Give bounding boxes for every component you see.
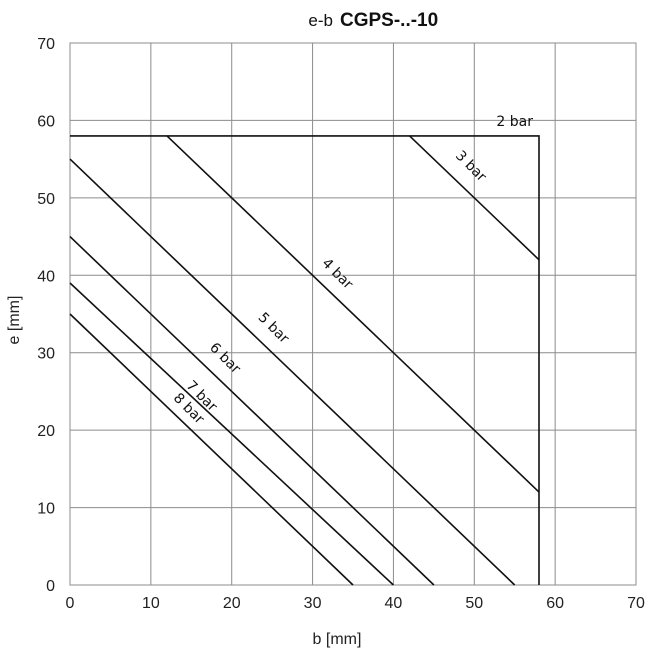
chart-title-prefix: e-b bbox=[308, 11, 333, 30]
x-tick-label: 20 bbox=[223, 595, 241, 612]
y-axis-label: e [mm] bbox=[6, 296, 23, 345]
y-tick-label: 10 bbox=[37, 501, 55, 518]
x-tick-label: 40 bbox=[385, 595, 403, 612]
x-tick-label: 30 bbox=[304, 595, 322, 612]
series-label: 3 bar bbox=[452, 148, 489, 185]
y-tick-label: 30 bbox=[37, 346, 55, 363]
chart-title: CGPS-..-10 bbox=[340, 10, 438, 31]
series-line bbox=[409, 135, 540, 261]
series-label: 2 bar bbox=[496, 114, 533, 130]
x-tick-label: 70 bbox=[627, 595, 645, 612]
x-tick-label: 10 bbox=[142, 595, 160, 612]
series-line bbox=[70, 135, 540, 585]
x-axis-label: b [mm] bbox=[313, 631, 362, 648]
series-line bbox=[69, 282, 394, 586]
series-group bbox=[69, 135, 540, 586]
series-line bbox=[69, 158, 516, 586]
y-tick-label: 70 bbox=[37, 36, 55, 53]
y-tick-label: 40 bbox=[37, 268, 55, 285]
tick-labels: 0 10 20 30 40 50 60 70 0 10 20 30 40 50 60 70 bbox=[37, 36, 645, 612]
series-line bbox=[69, 313, 354, 586]
y-tick-label: 60 bbox=[37, 113, 55, 130]
x-tick-label: 0 bbox=[66, 595, 75, 612]
x-tick-label: 60 bbox=[546, 595, 564, 612]
y-tick-label: 0 bbox=[46, 578, 55, 595]
grid bbox=[69, 42, 637, 586]
series-line bbox=[69, 236, 435, 586]
series-line bbox=[166, 135, 540, 493]
y-tick-label: 20 bbox=[37, 423, 55, 440]
y-tick-label: 50 bbox=[37, 191, 55, 208]
x-tick-label: 50 bbox=[465, 595, 483, 612]
